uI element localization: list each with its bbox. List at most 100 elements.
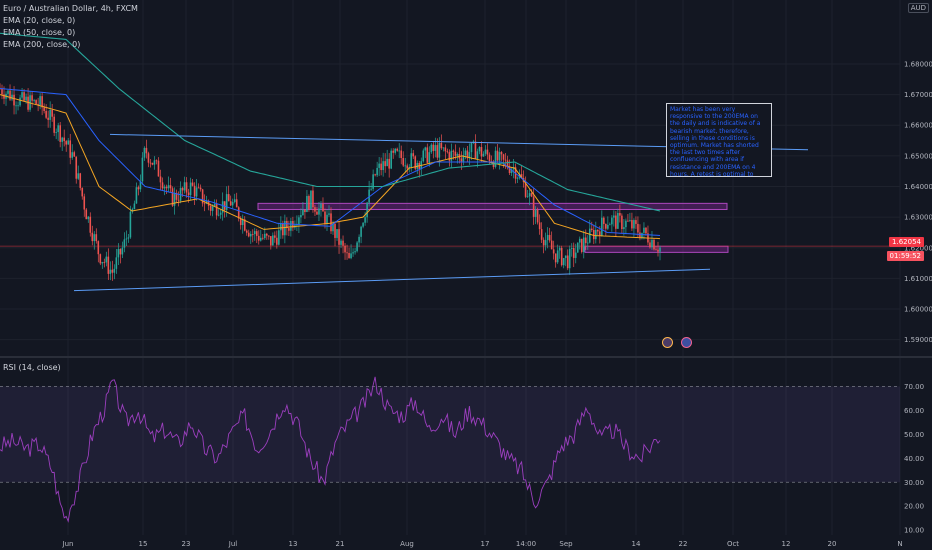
annotation-note[interactable]: Market has been very responsive to the 2… [666, 103, 772, 177]
candle-body [67, 140, 70, 145]
time-axis-label: 13 [289, 540, 298, 548]
candle-body [653, 239, 655, 250]
candle-body [498, 152, 501, 161]
candle-body [113, 268, 116, 273]
time-axis-label: Aug [400, 540, 414, 548]
candle-body [105, 256, 108, 263]
candle-body [163, 186, 166, 189]
ema-20-legend[interactable]: EMA (20, close, 0) [3, 16, 76, 25]
candle-body [193, 185, 196, 197]
candle-body [402, 158, 405, 166]
candle-body [143, 147, 146, 158]
candle-body [177, 199, 180, 201]
candle-body [324, 211, 326, 224]
candle-body [107, 256, 110, 274]
candle-body [560, 247, 563, 266]
candle-body [520, 174, 523, 179]
candle-body [195, 187, 198, 197]
price-zones [0, 202, 900, 253]
candle-body [595, 229, 597, 240]
candle-body [550, 240, 553, 250]
candle-body [35, 100, 37, 105]
candle-body [25, 96, 27, 101]
ema-200-legend[interactable]: EMA (200, close, 0) [3, 40, 81, 49]
candle-body [127, 237, 130, 239]
candle-body [129, 211, 132, 238]
time-axis-label: 15 [139, 540, 148, 548]
candle-body [75, 156, 78, 179]
candle-body [239, 218, 242, 226]
candle-body [93, 234, 96, 242]
price-axis-label: 1.64000 [904, 183, 932, 191]
currency-badge[interactable]: AUD [907, 3, 929, 13]
candle-body [364, 217, 366, 223]
candle-body [268, 235, 270, 237]
candle-body [336, 229, 338, 238]
candle-body [21, 92, 23, 98]
candle-body [280, 223, 282, 231]
candle-body [558, 247, 561, 251]
candle-body [219, 212, 222, 215]
ema-200-line [0, 32, 661, 212]
candle-body [253, 231, 256, 235]
candle-body [470, 142, 473, 153]
candle-body [39, 96, 41, 106]
candle-body [332, 223, 334, 232]
candle-body [7, 90, 9, 94]
candle-body [378, 163, 380, 168]
price-axis-label: 1.62000 [904, 244, 932, 252]
rsi-band-fill [0, 386, 900, 483]
current-price-tag: 1.62054 [889, 237, 924, 247]
candle-body [304, 209, 306, 213]
candle-body [434, 145, 437, 151]
candle-body [460, 158, 463, 162]
candle-body [147, 153, 150, 163]
candle-body [169, 185, 172, 189]
candle-body [53, 116, 55, 133]
candle-body [430, 144, 433, 153]
candle-body [440, 142, 443, 149]
news-icon[interactable] [681, 337, 692, 348]
candle-body [11, 94, 13, 100]
rsi-legend[interactable]: RSI (14, close) [3, 363, 61, 372]
event-icon[interactable] [662, 337, 673, 348]
candle-body [157, 160, 160, 177]
candle-body [322, 203, 324, 212]
candle-body [37, 104, 39, 106]
candle-body [609, 224, 611, 226]
candle-body [300, 215, 302, 218]
candle-body [621, 215, 623, 230]
candle-body [623, 227, 625, 230]
candle-body [588, 228, 591, 243]
candle-body [504, 159, 507, 161]
candle-body [141, 157, 144, 182]
candle-body [442, 147, 445, 149]
candle-body [645, 227, 647, 234]
candle-body [344, 245, 346, 253]
candle-body [159, 176, 162, 183]
candle-body [308, 196, 310, 210]
candle-body [508, 167, 511, 174]
candle-body [592, 230, 595, 240]
chart-title[interactable]: Euro / Australian Dollar, 4h, FXCM [3, 4, 138, 13]
candle-body [631, 220, 633, 229]
candle-body [452, 150, 455, 152]
candle-body [203, 203, 206, 205]
candle-body [85, 209, 88, 220]
support-trendline [73, 268, 711, 292]
candle-body [462, 155, 465, 162]
candle-body [264, 233, 266, 239]
candle-body [167, 185, 170, 189]
candle-body [213, 203, 216, 207]
ema-50-legend[interactable]: EMA (50, close, 0) [3, 28, 76, 37]
candle-body [466, 150, 469, 159]
candle-body [619, 213, 621, 216]
candle-body [284, 220, 286, 236]
candle-body [639, 232, 641, 239]
candle-body [121, 247, 124, 255]
candle-body [221, 201, 224, 213]
candle-body [432, 144, 435, 151]
candle-body [31, 95, 33, 101]
candle-body [61, 137, 63, 142]
